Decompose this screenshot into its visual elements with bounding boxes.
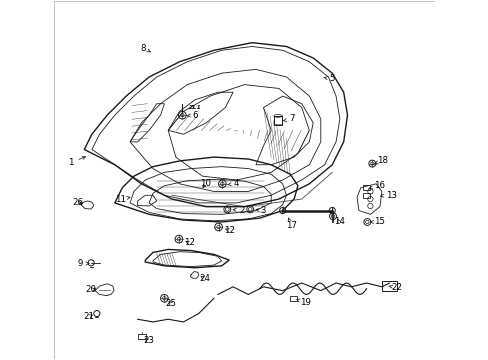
Text: 8: 8 bbox=[141, 44, 150, 53]
Text: 20: 20 bbox=[85, 285, 97, 294]
Text: 4: 4 bbox=[227, 179, 238, 188]
Bar bbox=[289, 296, 297, 301]
Text: 22: 22 bbox=[388, 283, 402, 292]
Text: 3: 3 bbox=[256, 206, 265, 215]
Text: 16: 16 bbox=[368, 181, 385, 190]
Text: 5: 5 bbox=[323, 75, 334, 84]
Bar bbox=[362, 185, 369, 190]
Text: 18: 18 bbox=[373, 157, 387, 166]
Text: 19: 19 bbox=[296, 298, 310, 307]
Text: 26: 26 bbox=[72, 198, 83, 207]
Bar bbox=[273, 116, 282, 125]
Text: 10: 10 bbox=[200, 179, 211, 188]
Text: 12: 12 bbox=[224, 226, 234, 235]
Text: 24: 24 bbox=[199, 274, 209, 283]
Text: 11: 11 bbox=[115, 194, 130, 203]
Text: 7: 7 bbox=[283, 114, 294, 123]
Text: 13: 13 bbox=[380, 191, 396, 200]
Text: 1: 1 bbox=[68, 156, 85, 167]
Text: 2: 2 bbox=[233, 206, 245, 215]
Bar bbox=[138, 334, 146, 339]
Text: 21: 21 bbox=[83, 312, 94, 321]
Text: 17: 17 bbox=[285, 218, 296, 230]
Text: 15: 15 bbox=[370, 217, 385, 226]
Text: 25: 25 bbox=[165, 300, 176, 309]
Text: 12: 12 bbox=[183, 238, 194, 247]
Text: 23: 23 bbox=[142, 337, 154, 346]
Text: 6: 6 bbox=[186, 111, 197, 120]
Text: ZL1: ZL1 bbox=[188, 105, 201, 110]
Text: 9: 9 bbox=[78, 260, 89, 269]
Text: 14: 14 bbox=[333, 217, 344, 226]
Bar bbox=[362, 193, 369, 198]
